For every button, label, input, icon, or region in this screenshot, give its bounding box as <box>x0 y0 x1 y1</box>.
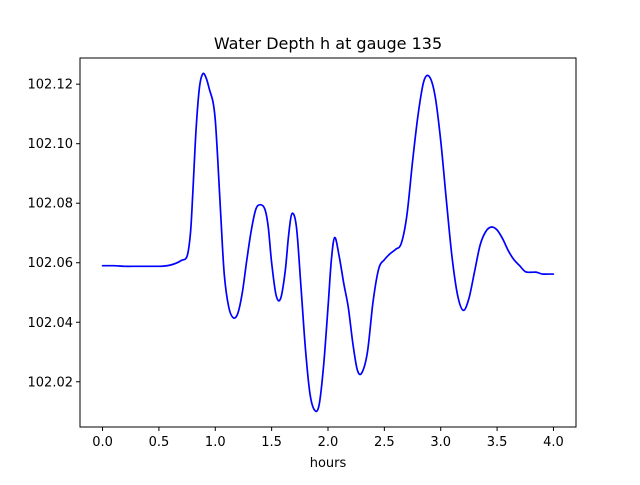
x-tick-label: 2.5 <box>374 435 395 450</box>
chart-title: Water Depth h at gauge 135 <box>214 34 442 53</box>
y-tick-label: 102.08 <box>28 197 74 212</box>
x-tick-label: 4.0 <box>543 435 564 450</box>
series-layer <box>101 72 555 413</box>
x-tick-label: 0.5 <box>149 435 170 450</box>
y-axis: 102.02 102.04 102.06 102.08 102.10 102.12 <box>28 78 80 390</box>
series-line-1 <box>101 72 555 413</box>
x-axis-label: hours <box>310 456 347 471</box>
y-tick-label: 102.02 <box>28 375 74 390</box>
x-tick-label: 3.0 <box>430 435 451 450</box>
x-axis: 0.0 0.5 1.0 1.5 2.0 2.5 3.0 3.5 4.0 <box>92 427 564 450</box>
x-tick-label: 2.0 <box>318 435 339 450</box>
y-tick-label: 102.04 <box>28 316 74 331</box>
x-tick-label: 0.0 <box>92 435 113 450</box>
y-tick-label: 102.10 <box>28 137 74 152</box>
x-tick-label: 3.5 <box>487 435 508 450</box>
y-tick-label: 102.12 <box>28 78 74 93</box>
x-tick-label: 1.0 <box>205 435 226 450</box>
x-tick-label: 1.5 <box>261 435 282 450</box>
y-tick-label: 102.06 <box>28 256 74 271</box>
